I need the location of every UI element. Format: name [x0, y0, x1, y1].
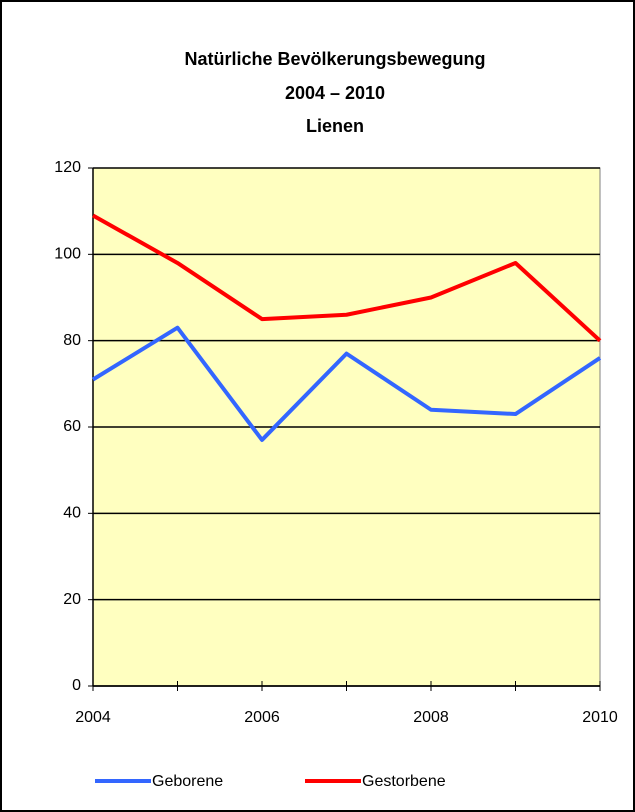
x-tick-label: 2004: [75, 709, 111, 726]
y-tick-label: 60: [63, 418, 81, 435]
chart-subtitle: Lienen: [306, 116, 364, 136]
y-tick-label: 20: [63, 591, 81, 608]
chart-subtitle: 2004 – 2010: [285, 83, 385, 103]
x-tick-label: 2006: [244, 709, 280, 726]
y-tick-label: 80: [63, 332, 81, 349]
chart-title: Natürliche Bevölkerungsbewegung: [184, 49, 485, 69]
legend-label: Gestorbene: [362, 773, 446, 790]
y-tick-label: 40: [63, 505, 81, 522]
series-line: [91, 325, 602, 442]
x-tick-label: 2008: [413, 709, 449, 726]
y-tick-label: 100: [54, 246, 81, 263]
y-tick-label: 120: [54, 159, 81, 176]
legend-label: Geborene: [152, 773, 223, 790]
y-tick-label: 0: [72, 677, 81, 694]
series-line: [92, 213, 602, 343]
x-tick-label: 2010: [582, 709, 618, 726]
